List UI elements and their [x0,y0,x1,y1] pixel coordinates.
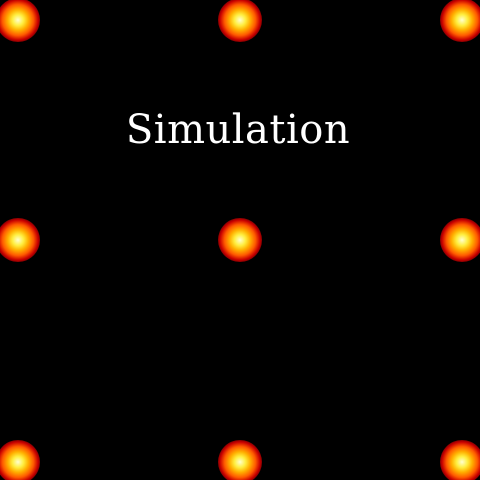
glowing-dot-icon [218,218,262,262]
simulation-title: Simulation [125,107,351,153]
glowing-dot-icon [0,218,40,262]
glowing-dot-icon [218,0,262,42]
glowing-dot-icon [440,0,480,42]
glowing-dot-icon [0,0,40,42]
glowing-dot-icon [440,440,480,480]
glowing-dot-icon [218,440,262,480]
glowing-dot-icon [440,218,480,262]
glowing-dot-icon [0,440,40,480]
